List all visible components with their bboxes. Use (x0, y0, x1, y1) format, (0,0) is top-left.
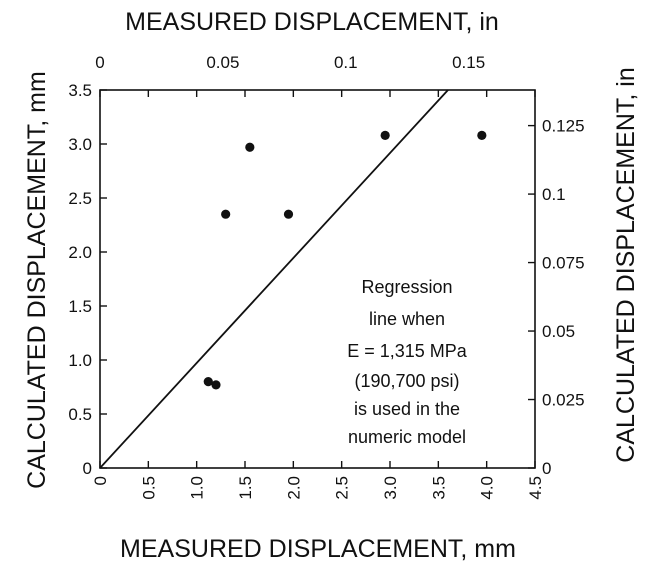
data-point (380, 130, 390, 140)
x-tick-label: 2.0 (284, 476, 303, 500)
data-point (211, 380, 221, 390)
plot-frame (99, 89, 536, 469)
x-tick-labels: 0 0.5 1.0 1.5 2.0 2.5 3.0 3.5 4.0 4.5 (91, 476, 545, 500)
plot-border (99, 89, 536, 469)
y-tick-label: 1.0 (68, 351, 92, 370)
annotation-line-3: E = 1,315 MPa (347, 341, 468, 361)
y-tick-label: 3.5 (68, 81, 92, 100)
annotation-line-5: is used in the (354, 399, 460, 419)
ticks (99, 89, 536, 469)
data-point (283, 209, 294, 219)
annotation-line-6: numeric model (348, 427, 466, 447)
x-tick-label: 3.5 (429, 476, 448, 500)
x2-tick-label: 0.15 (452, 53, 485, 72)
x-tick-label: 1.0 (188, 476, 207, 500)
y2-tick-label: 0.025 (542, 391, 585, 410)
y2-tick-label: 0 (542, 459, 551, 478)
y-tick-label: 0.5 (68, 405, 92, 424)
x-tick-label: 2.5 (333, 476, 352, 500)
data-point (477, 130, 487, 140)
annotation: Regression line when E = 1,315 MPa (190,… (347, 277, 468, 447)
annotation-line-2: line when (369, 309, 445, 329)
x2-tick-labels: 0 0.05 0.1 0.15 (95, 53, 485, 72)
regression-line (99, 89, 449, 469)
data-point (203, 377, 213, 387)
x-axis-title: MEASURED DISPLACEMENT, mm (120, 535, 516, 562)
regression-line-group (99, 89, 449, 469)
y-tick-label: 2.0 (68, 243, 92, 262)
y2-tick-label: 0.05 (542, 322, 575, 341)
y-tick-label: 0 (83, 459, 92, 478)
y-tick-label: 3.0 (68, 135, 92, 154)
data-points (203, 130, 487, 390)
annotation-line-1: Regression (361, 277, 452, 297)
x2-axis-title: MEASURED DISPLACEMENT, in (125, 8, 499, 36)
y-axis-title: CALCULATED DISPLACEMENT, mm (23, 71, 51, 489)
x-tick-label: 4.0 (478, 476, 497, 500)
x2-tick-label: 0 (95, 53, 104, 72)
data-point (245, 142, 255, 152)
x-tick-label: 3.0 (381, 476, 400, 500)
y2-tick-labels: 0 0.025 0.05 0.075 0.1 0.125 (542, 117, 585, 478)
y2-tick-label: 0.125 (542, 117, 585, 136)
x-tick-label: 0.5 (139, 476, 158, 500)
y-tick-label: 1.5 (68, 297, 92, 316)
data-point (221, 209, 231, 219)
x-tick-label: 4.5 (526, 476, 545, 500)
x2-tick-label: 0.05 (206, 53, 239, 72)
y2-axis-title: CALCULATED DISPLACEMENT, in (612, 67, 640, 462)
y2-tick-label: 0.075 (542, 254, 585, 273)
x-tick-label: 0 (91, 476, 110, 485)
y2-tick-label: 0.1 (542, 185, 566, 204)
y-tick-label: 2.5 (68, 189, 92, 208)
y-tick-labels: 0 0.5 1.0 1.5 2.0 2.5 3.0 3.5 (68, 81, 92, 478)
x2-tick-label: 0.1 (334, 53, 358, 72)
x-tick-label: 1.5 (236, 476, 255, 500)
annotation-line-4: (190,700 psi) (354, 371, 459, 391)
